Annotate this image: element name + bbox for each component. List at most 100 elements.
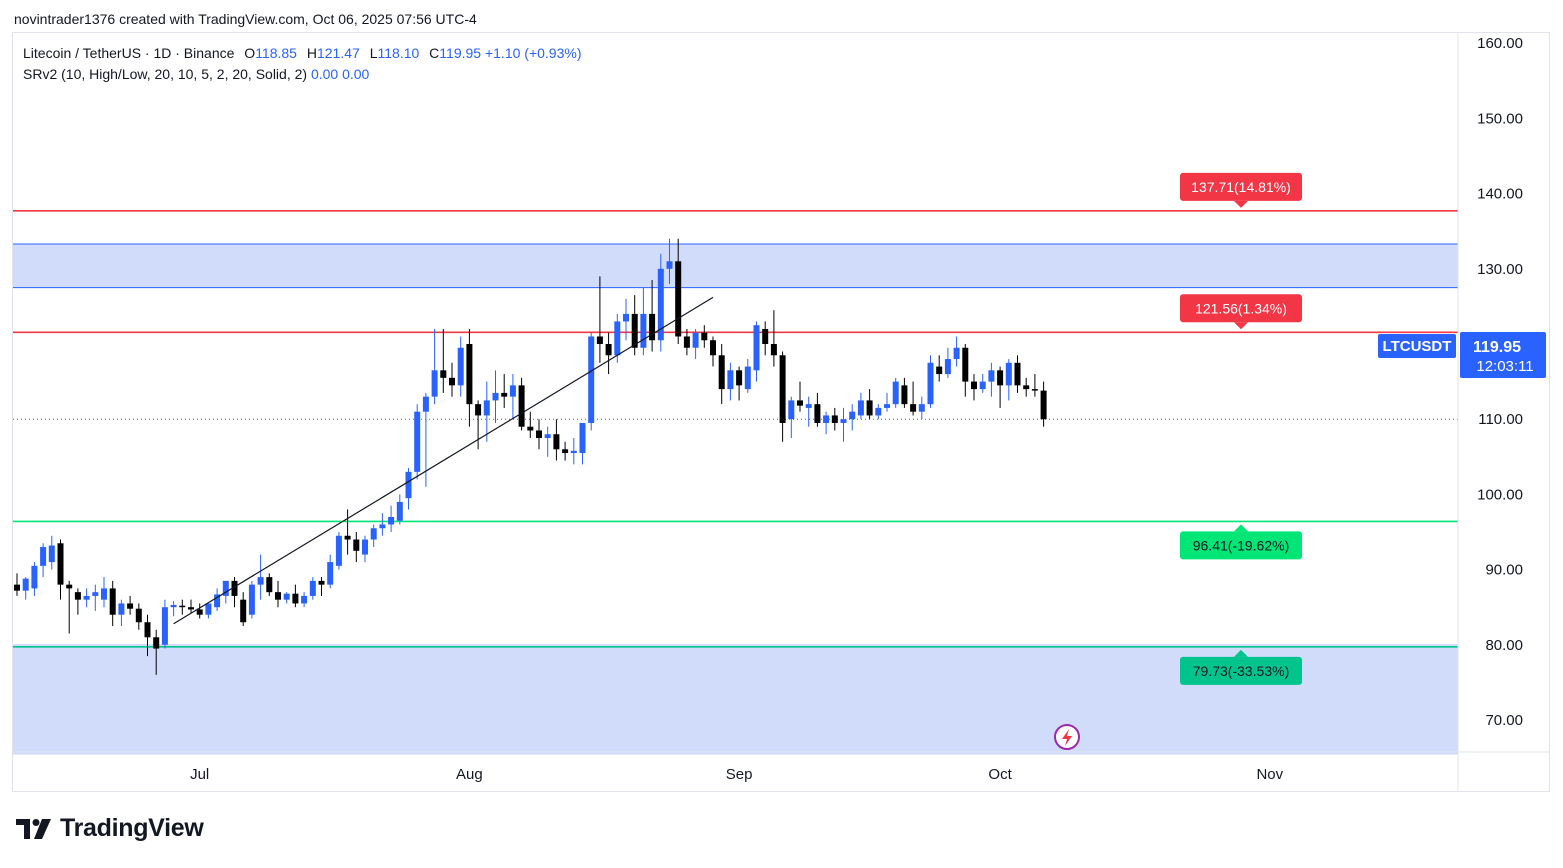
candle-2025-09-03[interactable] xyxy=(753,321,760,382)
candle-2025-09-10[interactable] xyxy=(814,392,821,427)
candle-2025-06-27[interactable] xyxy=(161,599,168,649)
candle-2025-10-02[interactable] xyxy=(1005,359,1012,401)
candle-2025-08-02[interactable] xyxy=(475,400,482,450)
candle-2025-07-31[interactable] xyxy=(457,336,464,397)
tradingview-logo[interactable]: TradingView xyxy=(16,814,204,843)
candle-2025-08-30[interactable] xyxy=(718,344,725,405)
candle-2025-07-02[interactable] xyxy=(205,603,212,619)
candle-2025-10-03[interactable] xyxy=(1014,355,1021,393)
candle-2025-07-29[interactable] xyxy=(440,328,447,393)
candle-2025-06-21[interactable] xyxy=(109,580,116,626)
candle-2025-10-04[interactable] xyxy=(1023,377,1030,397)
candle-2025-07-25[interactable] xyxy=(405,468,412,510)
candle-2025-09-05[interactable] xyxy=(770,310,777,367)
candle-2025-06-19[interactable] xyxy=(92,584,99,611)
lightning-icon[interactable] xyxy=(1054,724,1080,750)
candle-2025-06-23[interactable] xyxy=(127,595,134,615)
candle-2025-09-14[interactable] xyxy=(849,404,856,431)
candle-2025-07-12[interactable] xyxy=(292,584,299,608)
candle-2025-08-11[interactable] xyxy=(553,419,560,461)
candle-2025-08-10[interactable] xyxy=(544,426,551,457)
candle-2025-09-30[interactable] xyxy=(988,362,995,397)
candle-2025-09-09[interactable] xyxy=(805,396,812,427)
candle-2025-07-22[interactable] xyxy=(379,513,386,536)
candle-2025-09-13[interactable] xyxy=(840,407,847,442)
candle-2025-06-12[interactable] xyxy=(31,562,38,596)
candle-2025-07-08[interactable] xyxy=(257,554,264,600)
candle-2025-09-04[interactable] xyxy=(762,321,769,356)
candle-2025-07-19[interactable] xyxy=(353,532,360,563)
candle-2025-07-14[interactable] xyxy=(309,577,316,600)
candle-2025-08-29[interactable] xyxy=(710,336,716,367)
candle-2025-07-24[interactable] xyxy=(396,494,403,525)
candle-2025-08-01[interactable] xyxy=(466,328,473,427)
candle-2025-08-14[interactable] xyxy=(579,422,586,465)
candle-2025-09-11[interactable] xyxy=(823,411,830,435)
candle-2025-08-13[interactable] xyxy=(570,438,577,465)
candle-2025-06-13[interactable] xyxy=(40,543,47,578)
candle-2025-07-05[interactable] xyxy=(231,577,238,608)
candle-2025-08-15[interactable] xyxy=(588,332,595,431)
indicator-legend[interactable]: SRv2 (10, High/Low, 20, 10, 5, 2, 20, So… xyxy=(23,66,369,82)
candle-2025-08-06[interactable] xyxy=(509,374,516,420)
candle-2025-07-30[interactable] xyxy=(449,362,455,397)
candle-2025-09-29[interactable] xyxy=(979,374,986,393)
candle-2025-09-21[interactable] xyxy=(910,381,917,416)
candle-2025-08-17[interactable] xyxy=(605,332,612,375)
candle-2025-09-08[interactable] xyxy=(797,381,803,412)
candle-2025-06-16[interactable] xyxy=(66,580,73,634)
candle-2025-10-06[interactable] xyxy=(1040,381,1047,427)
candle-2025-10-05[interactable] xyxy=(1031,374,1038,397)
candle-2025-08-28[interactable] xyxy=(701,325,708,348)
candle-2025-09-27[interactable] xyxy=(962,344,969,397)
candle-2025-08-24[interactable] xyxy=(666,238,673,284)
candle-2025-09-26[interactable] xyxy=(953,336,960,367)
trendline[interactable] xyxy=(173,296,714,625)
candle-2025-09-19[interactable] xyxy=(892,377,899,408)
candle-2025-06-17[interactable] xyxy=(74,588,81,615)
candle-2025-07-26[interactable] xyxy=(414,404,421,480)
candle-2025-08-26[interactable] xyxy=(683,328,690,356)
candle-2025-08-09[interactable] xyxy=(536,419,542,450)
candle-2025-09-18[interactable] xyxy=(884,392,890,412)
candle-2025-07-15[interactable] xyxy=(318,577,325,596)
candle-2025-09-25[interactable] xyxy=(944,347,951,378)
candle-2025-08-22[interactable] xyxy=(649,280,656,352)
candle-2025-08-21[interactable] xyxy=(640,287,647,356)
candle-2025-09-24[interactable] xyxy=(936,355,943,382)
candle-2025-06-18[interactable] xyxy=(83,588,90,608)
candle-2025-07-10[interactable] xyxy=(275,580,281,608)
candle-2025-07-16[interactable] xyxy=(327,554,334,589)
candle-2025-08-12[interactable] xyxy=(562,441,569,461)
candle-2025-07-17[interactable] xyxy=(335,532,342,570)
candle-2025-09-20[interactable] xyxy=(901,377,908,408)
candle-2025-07-20[interactable] xyxy=(362,535,368,563)
candle-2025-09-17[interactable] xyxy=(875,404,882,420)
candle-2025-09-01[interactable] xyxy=(736,366,743,401)
candle-2025-07-03[interactable] xyxy=(214,588,221,611)
candle-2025-08-05[interactable] xyxy=(501,374,508,408)
candle-2025-08-08[interactable] xyxy=(527,411,534,438)
candle-2025-06-20[interactable] xyxy=(101,577,107,608)
candle-2025-06-11[interactable] xyxy=(22,577,29,600)
candle-2025-09-23[interactable] xyxy=(927,355,934,408)
candle-2025-09-16[interactable] xyxy=(866,389,873,420)
candle-2025-06-25[interactable] xyxy=(144,614,151,657)
candle-2025-09-22[interactable] xyxy=(918,396,925,420)
candle-2025-06-29[interactable] xyxy=(179,599,186,615)
candle-2025-06-10[interactable] xyxy=(14,573,20,596)
candle-2025-08-25[interactable] xyxy=(675,238,682,344)
candle-2025-06-22[interactable] xyxy=(118,599,125,626)
candle-2025-07-13[interactable] xyxy=(301,592,308,608)
candle-2025-07-23[interactable] xyxy=(388,505,395,532)
candle-2025-09-28[interactable] xyxy=(971,374,977,401)
candle-2025-07-06[interactable] xyxy=(240,592,247,626)
candle-2025-07-01[interactable] xyxy=(196,603,203,619)
candle-2025-06-14[interactable] xyxy=(48,535,55,570)
candle-2025-06-24[interactable] xyxy=(135,603,142,630)
candle-2025-08-23[interactable] xyxy=(657,253,664,352)
candle-2025-08-07[interactable] xyxy=(518,377,525,431)
candle-2025-07-18[interactable] xyxy=(344,509,351,555)
candle-2025-08-16[interactable] xyxy=(596,276,603,363)
